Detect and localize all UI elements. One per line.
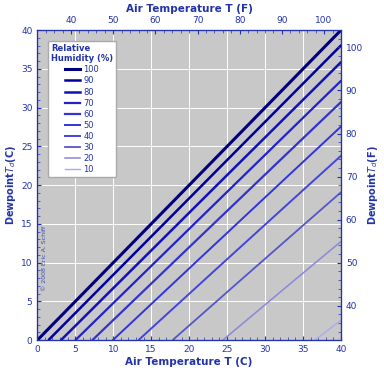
Text: © 2008 Eric A. Schiff: © 2008 Eric A. Schiff	[42, 226, 47, 290]
X-axis label: Air Temperature T (C): Air Temperature T (C)	[126, 357, 253, 367]
Y-axis label: Dewpoint$T_d$(F): Dewpoint$T_d$(F)	[366, 145, 380, 225]
X-axis label: Air Temperature T (F): Air Temperature T (F)	[126, 4, 253, 14]
Y-axis label: Dewpoint$T_d$(C): Dewpoint$T_d$(C)	[4, 145, 18, 225]
Legend: 100, 90, 80, 70, 60, 50, 40, 30, 20, 10: 100, 90, 80, 70, 60, 50, 40, 30, 20, 10	[48, 40, 116, 177]
